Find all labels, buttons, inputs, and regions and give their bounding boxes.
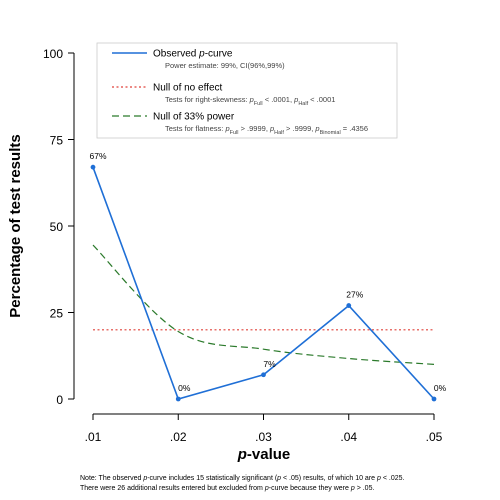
- observed-point: [346, 303, 352, 308]
- footnote-segment: -curve because they were: [268, 485, 351, 492]
- legend-label-0: Observed p-curve: [153, 49, 233, 60]
- data-label: 7%: [263, 359, 276, 369]
- legend-sublabel-1: Tests for right-skewness: pFull < .0001,…: [165, 95, 335, 107]
- footnote-segment: < .05) results, of which 10 are: [281, 475, 377, 482]
- footnote-line-2: There were 26 additional results entered…: [80, 484, 490, 494]
- footnote-segment: -curve includes 15 statistically signifi…: [147, 475, 278, 482]
- legend-sublabel-0: Power estimate: 99%, CI(96%,99%): [165, 61, 285, 70]
- data-label: 0%: [178, 383, 191, 393]
- data-label: 27%: [346, 290, 363, 300]
- observed-point: [431, 396, 437, 402]
- x-axis-title-rest: -value: [247, 446, 290, 463]
- x-axis-title-italic: p: [237, 446, 247, 463]
- y-tick-label: 75: [50, 134, 64, 148]
- y-axis-title: Percentage of test results: [7, 134, 24, 317]
- observed-point: [90, 164, 96, 170]
- footnote-segment: p: [350, 485, 355, 492]
- y-axis: 0 25 50 75 100: [43, 47, 75, 407]
- x-axis: .01 .02 .03 .04 .05: [85, 413, 443, 444]
- footnote-segment: p: [143, 475, 148, 482]
- y-tick-label: 50: [50, 220, 64, 234]
- footnote-line-1: Note: The observed p-curve includes 15 s…: [80, 474, 490, 484]
- x-axis-title: p-value: [237, 446, 291, 463]
- footnote-segment: p: [264, 485, 269, 492]
- legend-sublabel-2: Tests for flatness: pFull > .9999, pHalf…: [165, 124, 368, 136]
- footnote-segment: p: [277, 475, 282, 482]
- footnote-segment: < .025.: [380, 475, 405, 482]
- footnote: Note: The observed p-curve includes 15 s…: [80, 474, 490, 494]
- legend-label-2: Null of 33% power: [153, 112, 235, 123]
- x-tick-label: .02: [170, 430, 187, 444]
- footnote-segment: There were 26 additional results entered…: [80, 485, 265, 492]
- observed-point: [175, 396, 181, 402]
- data-label: 0%: [434, 383, 447, 393]
- data-label: 67%: [89, 151, 106, 161]
- footnote-segment: > .05.: [354, 485, 375, 492]
- series-layer: 67% 0% 7% 27% 0%: [89, 151, 447, 402]
- footnote-segment: p: [377, 475, 381, 482]
- legend-label-1: Null of no effect: [153, 83, 223, 94]
- observed-point: [261, 372, 266, 378]
- x-tick-label: .03: [255, 430, 272, 444]
- footnote-segment: Note: The observed: [80, 475, 144, 482]
- x-tick-label: .04: [340, 430, 357, 444]
- y-tick-label: 0: [56, 393, 63, 407]
- x-tick-label: .01: [85, 430, 102, 444]
- legend-box: [96, 42, 398, 139]
- y-tick-label: 25: [50, 307, 64, 321]
- x-tick-label: .05: [426, 430, 443, 444]
- y-tick-label: 100: [43, 47, 63, 61]
